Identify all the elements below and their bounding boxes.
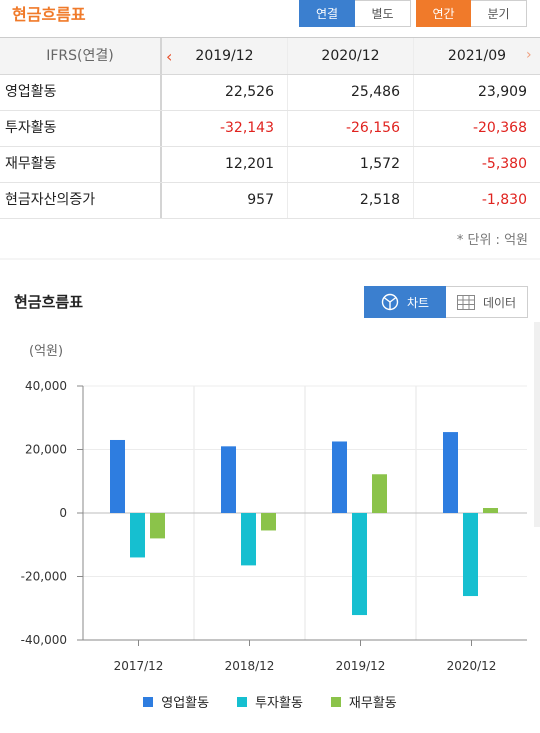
bar (110, 439, 125, 513)
bar (483, 508, 498, 513)
x-tick-label: 2019/12 (336, 659, 386, 673)
column-header: 2021/09 (447, 48, 507, 64)
scrollbar[interactable] (534, 322, 540, 527)
table-cell: -20,368 (472, 120, 527, 136)
bar (241, 513, 256, 566)
table-cell: 957 (162, 183, 288, 218)
column-header: 2020/12 (288, 38, 414, 74)
consolidation-toggle: 연결 별도 (299, 0, 411, 27)
row-label: 영업활동 (0, 75, 162, 110)
data-view-button[interactable]: 데이터 (446, 286, 528, 318)
row-label: 현금자산의증가 (0, 183, 162, 218)
table-header-row: IFRS(연결) 2019/12 2020/12 2021/09 (0, 38, 540, 75)
table-cell: -1,830 (481, 192, 527, 208)
table-icon (456, 294, 475, 310)
bar (130, 513, 145, 558)
tab-quarterly[interactable]: 분기 (471, 0, 527, 27)
cashflow-bar-chart: -40,000 -20,000 0 20,000 40,000 2017/12 2018/1… (21, 379, 527, 673)
section-divider (0, 258, 540, 260)
tab-separate[interactable]: 별도 (355, 0, 411, 27)
table-cell: 23,909 (478, 84, 527, 100)
legend-item[interactable]: 투자활동 (237, 692, 303, 711)
chart-section-title: 현금흐름표 (14, 293, 84, 311)
chevron-right-icon[interactable]: › (526, 47, 532, 63)
legend-swatch (237, 696, 248, 707)
x-tick-label: 2017/12 (114, 659, 164, 673)
bar (352, 513, 367, 616)
chart-legend: 영업활동 투자활동 재무활동 (0, 692, 540, 711)
cashflow-table: IFRS(연결) 2019/12 2020/12 2021/09 영업활동 22… (0, 37, 540, 219)
y-tick-label: 20,000 (25, 443, 67, 457)
tab-consolidated[interactable]: 연결 (299, 0, 355, 27)
page-title: 현금흐름표 (12, 5, 86, 24)
row-label: 재무활동 (0, 147, 162, 182)
table-cell: 1,572 (288, 147, 414, 182)
period-toggle: 연간 분기 (416, 0, 527, 27)
table-row: 영업활동 22,526 25,486 23,909 (0, 75, 540, 111)
unit-note: * 단위 : 억원 (456, 233, 528, 248)
chart-unit-label: (억원) (29, 344, 64, 359)
bar (150, 513, 165, 539)
table-cell: 22,526 (162, 75, 288, 110)
table-cell: -5,380 (481, 156, 527, 172)
table-row: 재무활동 12,201 1,572 -5,380 (0, 147, 540, 183)
x-tick-label: 2018/12 (225, 659, 275, 673)
chevron-left-icon[interactable]: ‹ (166, 47, 173, 66)
table-row: 현금자산의증가 957 2,518 -1,830 (0, 183, 540, 219)
legend-swatch (143, 696, 154, 707)
tab-annual[interactable]: 연간 (416, 0, 471, 27)
y-tick-label: 40,000 (25, 379, 67, 393)
table-cell: 2,518 (288, 183, 414, 218)
table-cell: -32,143 (162, 111, 288, 146)
x-tick-label: 2020/12 (447, 659, 497, 673)
bar (221, 446, 236, 513)
y-tick-label: -20,000 (21, 570, 67, 584)
chart-view-label: 차트 (406, 295, 430, 310)
table-row: 투자활동 -32,143 -26,156 -20,368 (0, 111, 540, 147)
legend-label: 투자활동 (255, 696, 303, 711)
table-cell: -26,156 (288, 111, 414, 146)
table-cell: 12,201 (162, 147, 288, 182)
y-tick-label: 0 (59, 506, 67, 520)
y-tick-label: -40,000 (21, 633, 67, 647)
column-header: 2019/12 (162, 38, 288, 74)
table-corner-label: IFRS(연결) (0, 38, 162, 74)
data-view-label: 데이터 (482, 295, 517, 310)
legend-label: 영업활동 (161, 696, 210, 711)
view-toggle: 차트 데이터 (364, 286, 528, 318)
chart-view-button[interactable]: 차트 (364, 286, 446, 318)
pie-chart-icon (381, 293, 399, 311)
legend-item[interactable]: 영업활동 (143, 692, 209, 711)
bar (332, 441, 347, 513)
legend-item[interactable]: 재무활동 (330, 692, 397, 711)
legend-swatch (330, 696, 341, 707)
row-label: 투자활동 (0, 111, 162, 146)
bar (463, 513, 478, 597)
bar (261, 513, 276, 531)
bar (372, 474, 387, 513)
legend-label: 재무활동 (348, 696, 397, 711)
table-cell: 25,486 (288, 75, 414, 110)
bar (443, 432, 458, 513)
page-header: 현금흐름표 연결 별도 연간 분기 (0, 0, 540, 36)
